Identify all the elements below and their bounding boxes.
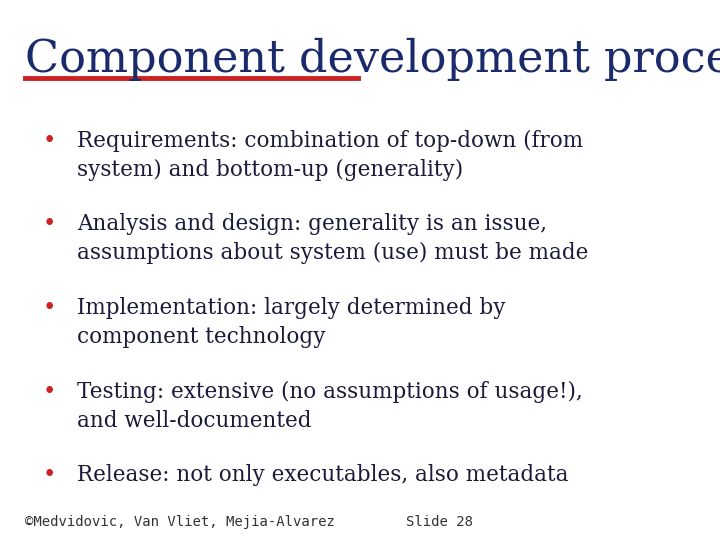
Text: •: • — [43, 130, 56, 152]
Text: Component development process: Component development process — [25, 38, 720, 81]
Text: Implementation: largely determined by
component technology: Implementation: largely determined by co… — [77, 297, 505, 348]
Text: Analysis and design: generality is an issue,
assumptions about system (use) must: Analysis and design: generality is an is… — [77, 213, 588, 264]
Text: •: • — [43, 381, 56, 403]
Text: Requirements: combination of top-down (from
system) and bottom-up (generality): Requirements: combination of top-down (f… — [77, 130, 583, 180]
Text: •: • — [43, 464, 56, 487]
Text: •: • — [43, 213, 56, 235]
Text: Slide 28: Slide 28 — [405, 515, 472, 529]
Text: •: • — [43, 297, 56, 319]
Text: ©Medvidovic, Van Vliet, Mejia-Alvarez: ©Medvidovic, Van Vliet, Mejia-Alvarez — [25, 515, 335, 529]
Text: Testing: extensive (no assumptions of usage!),
and well-documented: Testing: extensive (no assumptions of us… — [77, 381, 583, 431]
Text: Release: not only executables, also metadata: Release: not only executables, also meta… — [77, 464, 569, 487]
